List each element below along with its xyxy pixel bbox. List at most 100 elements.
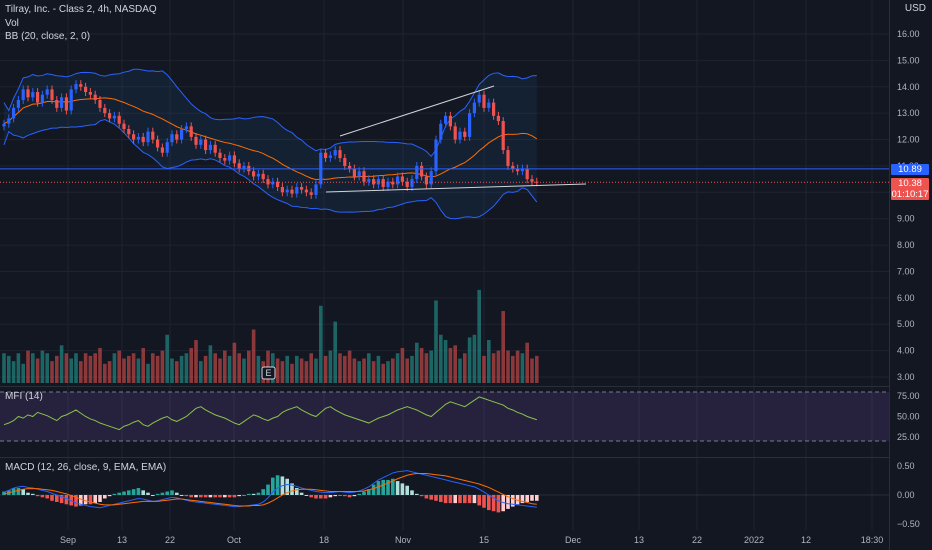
candle-body bbox=[165, 142, 169, 153]
candle-body bbox=[429, 171, 433, 185]
candle-body bbox=[285, 189, 289, 193]
currency-label[interactable]: USD bbox=[904, 3, 926, 14]
volume-bar bbox=[184, 353, 189, 383]
candle-body bbox=[204, 139, 208, 151]
candle-body bbox=[26, 89, 30, 98]
volume-bar bbox=[304, 361, 309, 383]
volume-bar bbox=[338, 353, 342, 383]
volume-bar bbox=[136, 358, 141, 383]
candle-body bbox=[453, 126, 457, 140]
earnings-marker bbox=[261, 366, 276, 380]
macd-histogram-bar bbox=[251, 493, 256, 495]
candle-body bbox=[501, 121, 505, 151]
mfi-legend[interactable]: MFI (14) bbox=[5, 391, 43, 402]
volume-bar bbox=[189, 347, 193, 383]
volume-bar bbox=[535, 355, 539, 383]
mfi-tick-label: 25.00 bbox=[897, 432, 920, 442]
volume-bar bbox=[141, 347, 145, 383]
macd-histogram-bar bbox=[45, 495, 49, 499]
macd-histogram-bar bbox=[343, 495, 347, 497]
candle-body bbox=[386, 181, 390, 188]
candle-body bbox=[127, 128, 131, 135]
volume-bar bbox=[386, 361, 390, 383]
volume-bar bbox=[107, 361, 112, 383]
macd-histogram-bar bbox=[295, 488, 299, 495]
macd-histogram-bar bbox=[496, 495, 501, 513]
candle-body bbox=[208, 144, 212, 151]
volume-bar bbox=[506, 350, 510, 383]
macd-histogram-bar bbox=[309, 495, 313, 498]
volume-bar bbox=[443, 340, 448, 383]
candle-body bbox=[506, 150, 510, 166]
macd-histogram-bar bbox=[290, 483, 294, 495]
volume-bar bbox=[208, 345, 213, 383]
candle-body bbox=[64, 97, 68, 111]
candle-body bbox=[151, 131, 155, 140]
time-tick-label: 18 bbox=[319, 535, 329, 545]
candle-body bbox=[16, 99, 20, 108]
volume-bar bbox=[501, 311, 505, 383]
time-tick-label: Dec bbox=[565, 535, 582, 545]
volume-bar bbox=[477, 289, 481, 383]
volume-bar bbox=[199, 361, 203, 383]
signal-line bbox=[3, 473, 537, 507]
price-axis-border bbox=[889, 0, 890, 550]
vol-legend[interactable]: Vol bbox=[5, 18, 19, 29]
volume-bar bbox=[352, 358, 357, 383]
bb-legend[interactable]: BB (20, close, 2, 0) bbox=[5, 31, 91, 42]
candle-body bbox=[2, 123, 6, 127]
candle-body bbox=[372, 179, 376, 185]
macd-histogram-bar bbox=[74, 495, 78, 507]
volume-bar bbox=[21, 363, 25, 383]
candle-body bbox=[367, 179, 371, 182]
macd-legend[interactable]: MACD (12, 26, close, 9, EMA, EMA) bbox=[5, 462, 167, 473]
macd-histogram-bar bbox=[271, 477, 275, 495]
volume-bar bbox=[419, 347, 424, 383]
candle-body bbox=[439, 123, 443, 140]
candle-body bbox=[468, 113, 472, 137]
symbol-legend[interactable]: Tilray, Inc. - Class 2, 4h, NASDAQ bbox=[5, 4, 157, 15]
candle-body bbox=[79, 84, 83, 87]
candle-body bbox=[112, 115, 116, 119]
price-tick-label: 4.00 bbox=[897, 346, 915, 356]
volume-bar bbox=[175, 361, 179, 383]
macd-histogram-bar bbox=[136, 488, 141, 495]
volume-bar bbox=[323, 355, 328, 383]
volume-bar bbox=[371, 361, 376, 383]
volume-bar bbox=[112, 353, 117, 383]
macd-histogram-bar bbox=[199, 495, 203, 498]
price-tick-label: 8.00 bbox=[897, 240, 915, 250]
volume-bar bbox=[69, 358, 73, 383]
volume-bar bbox=[362, 358, 366, 383]
price-tick-label: 3.00 bbox=[897, 372, 915, 382]
candle-body bbox=[448, 115, 452, 127]
volume-bar bbox=[448, 347, 453, 383]
volume-bar bbox=[79, 361, 83, 383]
macd-histogram-bar bbox=[482, 495, 486, 508]
candle-body bbox=[295, 187, 299, 194]
volume-bar bbox=[410, 355, 414, 383]
macd-histogram-bar bbox=[487, 495, 491, 511]
volume-bar bbox=[467, 337, 472, 383]
volume-bar bbox=[482, 355, 486, 383]
volume-bar bbox=[290, 363, 294, 383]
macd-histogram-bar bbox=[208, 495, 213, 498]
macd-histogram-bar bbox=[127, 490, 131, 495]
macd-histogram-bar bbox=[170, 490, 174, 495]
volume-bar bbox=[275, 358, 280, 383]
macd-histogram-bar bbox=[463, 495, 467, 504]
macd-histogram-bar bbox=[458, 495, 462, 504]
macd-histogram-bar bbox=[184, 495, 189, 497]
macd-histogram-bar bbox=[357, 493, 361, 495]
macd-histogram-bar bbox=[237, 495, 241, 497]
candle-body bbox=[256, 173, 260, 177]
volume-bar bbox=[35, 358, 40, 383]
candle-body bbox=[276, 181, 280, 188]
macd-histogram-bar bbox=[439, 495, 443, 502]
macd-histogram-bar bbox=[304, 495, 309, 496]
macd-histogram-bar bbox=[391, 478, 395, 495]
price-tick-label: 13.00 bbox=[897, 108, 920, 118]
volume-bar bbox=[16, 353, 21, 383]
volume-bar bbox=[333, 321, 337, 383]
